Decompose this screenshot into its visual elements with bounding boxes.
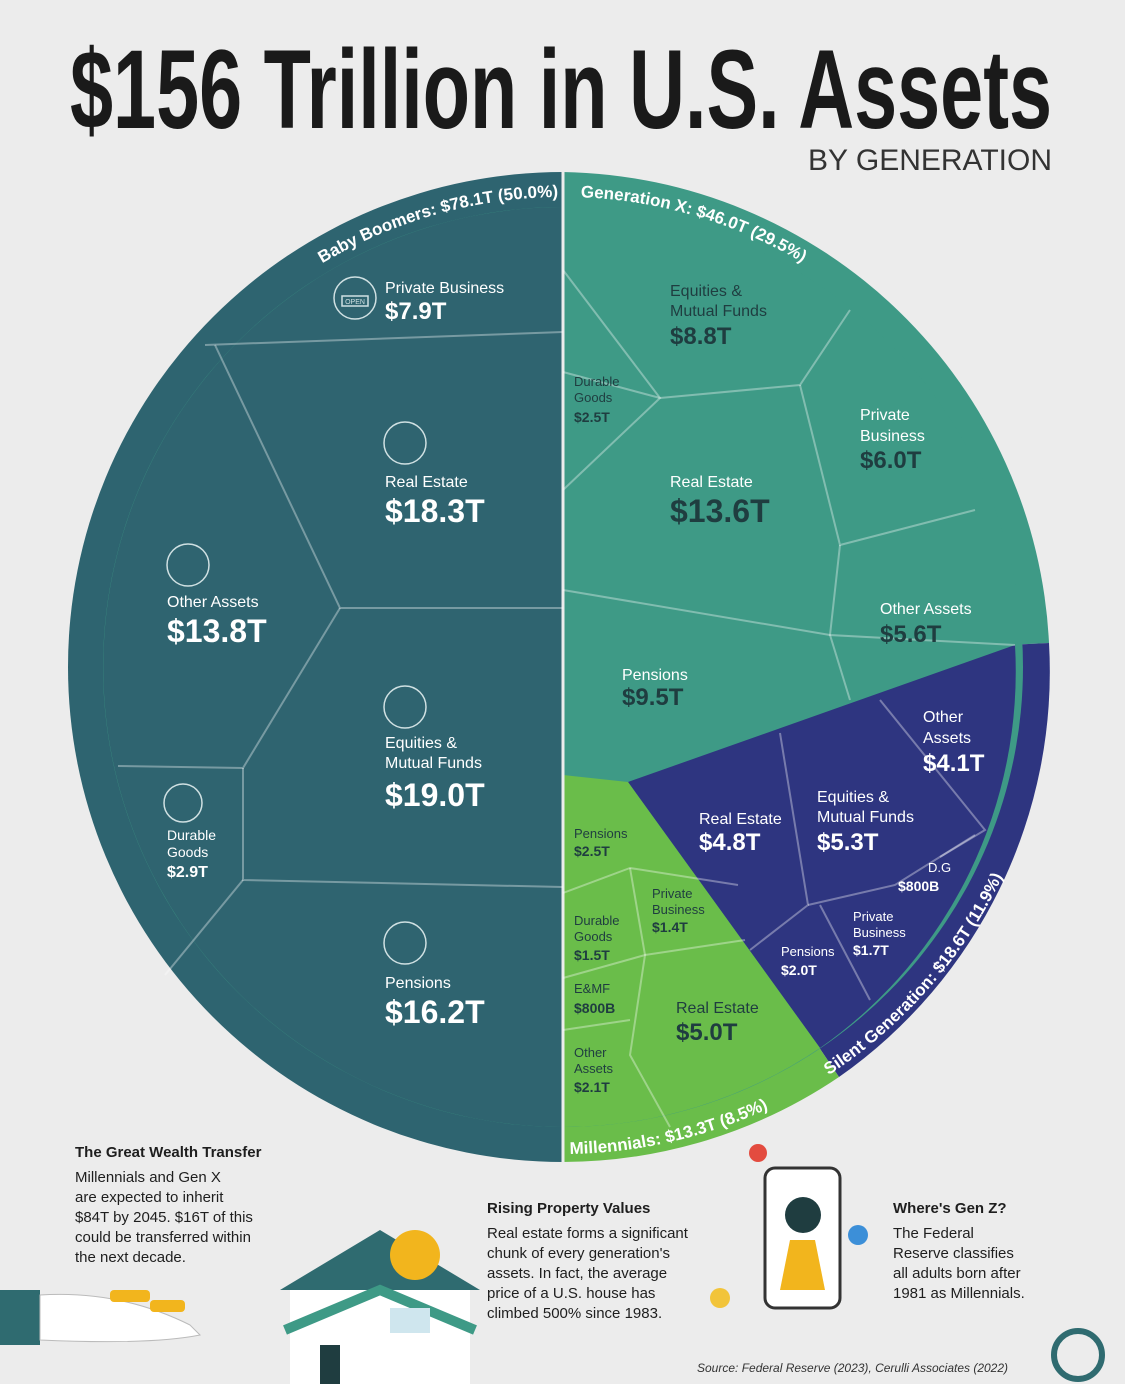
cell-name: Assets (574, 1061, 614, 1076)
cell-name: Equities & (385, 735, 457, 752)
source: Source: Federal Reserve (2023), Cerulli … (697, 1361, 1008, 1375)
note-text: all adults born after (893, 1265, 1021, 1282)
cell-value: $2.9T (167, 864, 208, 881)
cell-name: Mutual Funds (670, 303, 767, 320)
note-text: 1981 as Millennials. (893, 1285, 1025, 1302)
cell-value: $7.9T (385, 298, 447, 325)
region-millennials (563, 775, 820, 1127)
cell-value: $2.5T (574, 409, 610, 425)
cell-value: $18.3T (385, 493, 485, 529)
cell-name: Business (860, 428, 925, 445)
cell-value: $1.5T (574, 947, 610, 963)
cell-name: Durable (167, 827, 216, 843)
cell-value: $6.0T (860, 447, 922, 474)
region-boomers (103, 207, 563, 1127)
note-text: could be transferred within (75, 1229, 251, 1246)
cell-name: Business (853, 925, 906, 940)
cell-name: Mutual Funds (817, 809, 914, 826)
cell-value: $1.4T (652, 919, 688, 935)
note-text: Millennials and Gen X (75, 1169, 221, 1186)
cell-value: $2.0T (781, 962, 817, 978)
note-text: assets. In fact, the average (487, 1265, 667, 1282)
cell-name: E&MF (574, 981, 610, 996)
title: $156 Trillion in U.S. Assets (70, 27, 1052, 152)
cell-name: Equities & (670, 283, 742, 300)
region-silent (628, 645, 1016, 1048)
cell-name: Other (923, 709, 964, 726)
cell-name: Business (652, 902, 705, 917)
cell-value: $16.2T (385, 994, 485, 1030)
cell-value: $800B (574, 1000, 615, 1016)
cell-name: Other Assets (880, 601, 972, 618)
cell-name: Private (860, 407, 910, 424)
cell-name: Real Estate (699, 811, 782, 828)
cell-name: Pensions (385, 975, 451, 992)
cell-name: Pensions (622, 667, 688, 684)
note-text: $84T by 2045. $16T of this (75, 1209, 253, 1226)
cell-value: $800B (898, 878, 939, 894)
cell-name: Durable (574, 374, 620, 389)
cell-name: Private (652, 886, 692, 901)
cell-name: Private Business (385, 280, 504, 297)
cell-name: Goods (574, 929, 613, 944)
note-title: The Great Wealth Transfer (75, 1144, 262, 1161)
cell-name: Real Estate (670, 474, 753, 491)
cell-value: $5.6T (880, 621, 942, 648)
note-title: Where's Gen Z? (893, 1200, 1007, 1217)
cell-value: $9.5T (622, 684, 684, 711)
note-text: price of a U.S. house has (487, 1285, 655, 1302)
cell-value: $13.6T (670, 493, 770, 529)
cell-borders (117, 269, 1016, 1128)
cell-value: $19.0T (385, 777, 485, 813)
cell-name: D.G (928, 860, 951, 875)
cell-name: Pensions (781, 944, 835, 959)
cell-value: $1.7T (853, 942, 889, 958)
icons (163, 276, 427, 965)
cell-value: $2.5T (574, 843, 610, 859)
cell-name: Real Estate (676, 1000, 759, 1017)
cell-value: $4.1T (923, 750, 985, 777)
note-text: Real estate forms a significant (487, 1225, 689, 1242)
note-title: Rising Property Values (487, 1200, 650, 1217)
cell-name: Assets (923, 730, 971, 747)
icon-label: OPEN (345, 299, 365, 306)
cell-labels: Private Business $7.9T Real Estate $18.3… (167, 280, 985, 1095)
cell-name: Durable (574, 913, 620, 928)
cell-name: Real Estate (385, 474, 468, 491)
note-text: climbed 500% since 1983. (487, 1305, 662, 1322)
note-text: are expected to inherit (75, 1189, 224, 1206)
cell-value: $5.0T (676, 1019, 738, 1046)
note-text: chunk of every generation's (487, 1245, 670, 1262)
cell-name: Goods (574, 390, 613, 405)
cell-value: $2.1T (574, 1079, 610, 1095)
subtitle: BY GENERATION (808, 144, 1052, 177)
note-text: The Federal (893, 1225, 974, 1242)
cell-value: $8.8T (670, 323, 732, 350)
cell-value: $4.8T (699, 829, 761, 856)
cell-name: Private (853, 909, 893, 924)
cell-name: Mutual Funds (385, 755, 482, 772)
cell-name: Other Assets (167, 594, 259, 611)
cell-name: Pensions (574, 826, 628, 841)
note-text: the next decade. (75, 1249, 186, 1266)
illustrations (0, 1144, 1105, 1384)
cell-name: Other (574, 1045, 607, 1060)
cell-value: $5.3T (817, 829, 879, 856)
cell-name: Equities & (817, 789, 889, 806)
cell-name: Goods (167, 844, 208, 860)
cell-value: $13.8T (167, 613, 267, 649)
note-text: Reserve classifies (893, 1245, 1014, 1262)
